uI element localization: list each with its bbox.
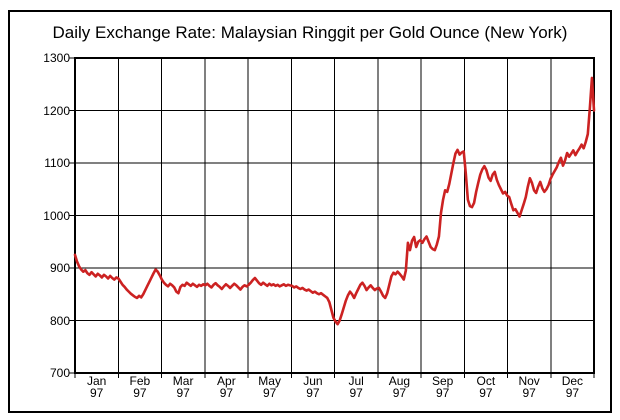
month-label: Jan — [86, 374, 107, 388]
month-label: Aug — [388, 374, 411, 388]
x-axis-tick-label: Jan 97 — [75, 375, 118, 399]
month-label: Feb — [129, 374, 151, 388]
year-label: 97 — [392, 386, 407, 400]
x-axis-tick-label: May 97 — [248, 375, 291, 399]
y-axis-tick-label: 1000 — [43, 208, 70, 223]
y-axis-tick-label: 1200 — [43, 103, 70, 118]
chart-title: Daily Exchange Rate: Malaysian Ringgit p… — [52, 23, 568, 42]
year-label: 97 — [262, 386, 277, 400]
year-label: 97 — [219, 386, 234, 400]
month-label: Apr — [217, 374, 236, 388]
year-label: 97 — [306, 386, 320, 400]
year-label: 97 — [565, 386, 580, 400]
year-label: 97 — [89, 386, 104, 400]
x-axis-tick-label: Jul 97 — [335, 375, 378, 399]
figure-border — [8, 10, 612, 413]
year-label: 97 — [133, 386, 147, 400]
x-axis-tick-label: Apr 97 — [205, 375, 248, 399]
year-label: 97 — [435, 386, 450, 400]
x-axis-tick-label: Dec 97 — [551, 375, 594, 399]
plot-area — [69, 57, 596, 378]
plot-frame — [74, 57, 595, 374]
x-axis-tick-label: Aug 97 — [378, 375, 421, 399]
month-label: Mar — [172, 374, 194, 388]
y-axis-tick-label: 1300 — [43, 51, 70, 65]
month-label: Oct — [476, 374, 496, 388]
x-axis-tick-label: Nov 97 — [508, 375, 551, 399]
y-axis-tick-label: 800 — [49, 313, 70, 328]
x-axis-tick-label: Oct 97 — [464, 375, 507, 399]
month-label: Dec — [561, 374, 584, 388]
y-axis-tick-label: 1100 — [44, 156, 70, 170]
y-axis-tick-label: 900 — [49, 261, 70, 275]
x-axis-tick-label: Feb 97 — [118, 375, 161, 399]
month-label: Jun — [303, 374, 323, 388]
x-axis-tick-label: Jun 97 — [291, 375, 334, 399]
year-label: 97 — [479, 386, 493, 400]
month-label: Sep — [431, 374, 454, 388]
month-label: Nov — [518, 374, 540, 388]
year-label: 97 — [176, 386, 190, 400]
month-label: Jul — [348, 374, 364, 388]
year-label: 97 — [522, 386, 536, 400]
month-label: May — [258, 374, 281, 388]
year-label: 97 — [349, 386, 363, 400]
x-axis-tick-label: Sep 97 — [421, 375, 464, 399]
x-axis-tick-label: Mar 97 — [162, 375, 205, 399]
y-axis-tick-label: 700 — [49, 366, 70, 380]
exchange-rate-line — [73, 76, 596, 326]
